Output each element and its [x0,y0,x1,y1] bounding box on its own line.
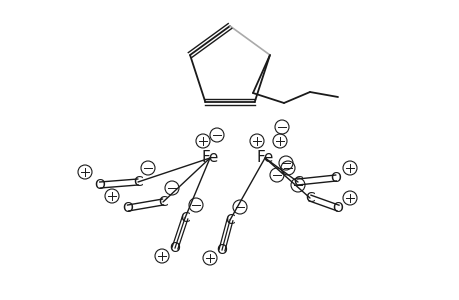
Text: O: O [95,178,105,192]
Text: C: C [158,195,168,209]
Text: O: O [122,201,133,215]
Text: O: O [169,241,180,255]
Text: Fe: Fe [201,151,218,166]
Text: C: C [180,211,190,225]
Text: O: O [332,201,343,215]
Text: O: O [216,243,227,257]
Text: C: C [292,175,302,189]
Text: Fe: Fe [256,151,273,166]
Text: C: C [224,213,235,227]
Text: C: C [133,175,143,189]
Text: O: O [330,171,341,185]
Text: C: C [304,191,314,205]
